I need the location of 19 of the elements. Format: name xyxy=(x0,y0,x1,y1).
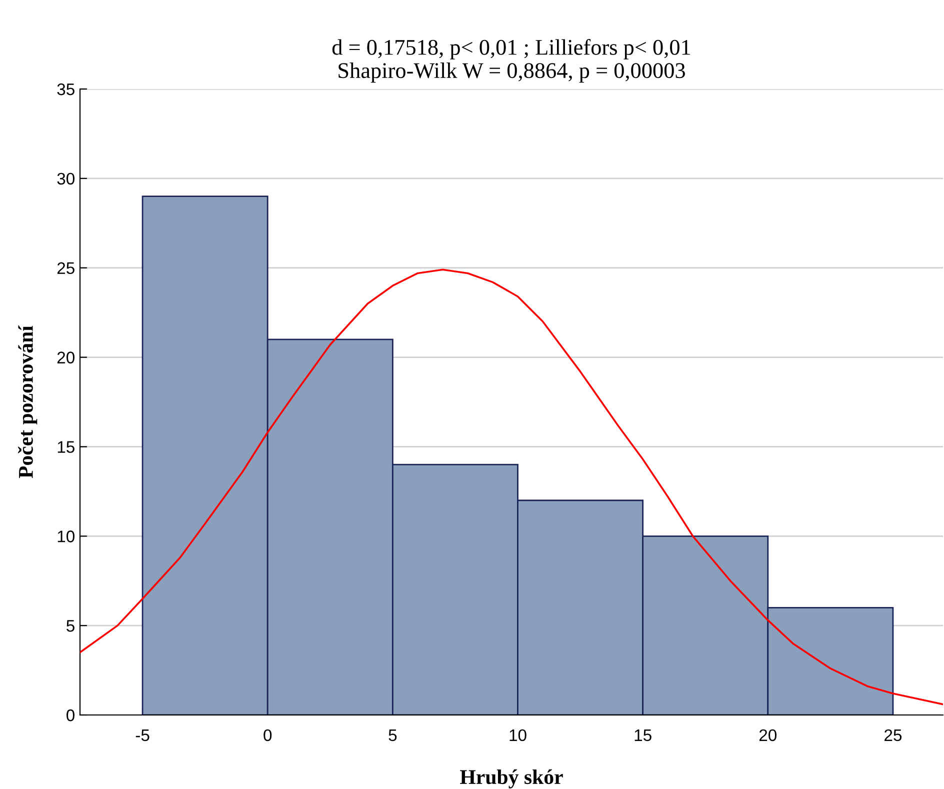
x-tick-label: 10 xyxy=(510,729,526,742)
x-tick-label: 20 xyxy=(759,729,777,742)
x-tick-label: 15 xyxy=(634,730,652,742)
x-tick-label: -5 xyxy=(136,730,150,742)
y-tick-label: 10 xyxy=(58,530,74,542)
y-tick-label: 30 xyxy=(57,172,74,185)
x-tick-label: 5 xyxy=(388,730,397,742)
y-tick-label: 35 xyxy=(57,83,74,96)
chart-title: d = 0,17518, p< 0,01 ; Lilliefors p< 0,01 Shapiro-Wilk W = 0,8864, p = 0,00003 xyxy=(332,39,690,83)
y-axis-title: Počet pozorování xyxy=(18,325,38,478)
x-tick-label: 0 xyxy=(264,729,272,742)
x-axis-title: Hrubý skór xyxy=(460,769,563,788)
y-tick-label: 5 xyxy=(66,620,74,632)
y-tick-label: 0 xyxy=(66,709,74,722)
y-tick-label: 25 xyxy=(57,262,74,274)
y-tick-label: 15 xyxy=(58,441,74,453)
x-tick-label: 25 xyxy=(884,729,902,742)
line-series xyxy=(80,268,943,706)
y-tick-label: 20 xyxy=(57,352,74,364)
